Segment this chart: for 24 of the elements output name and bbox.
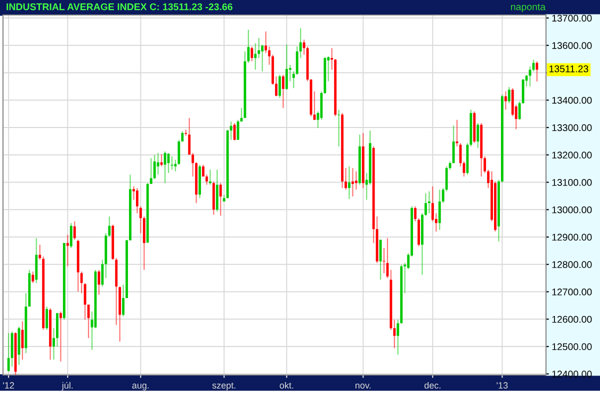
x-tick-label: aug. — [132, 384, 149, 390]
x-tick-label: szept. — [212, 382, 236, 390]
y-tick-label: 13000.00 — [552, 206, 592, 214]
y-tick-label: 13200.00 — [552, 152, 592, 159]
y-tick-label: 13600.00 — [552, 42, 592, 50]
y-tick-label: 13400.00 — [552, 96, 592, 104]
y-tick-label: 13300.00 — [552, 124, 592, 132]
y-tick-label: 12800.00 — [552, 261, 592, 268]
y-tick-label: 12500.00 — [552, 343, 592, 350]
y-tick-label: 12600.00 — [552, 316, 592, 323]
x-tick-label: dec. — [424, 382, 440, 389]
chart-title: INDUSTRIAL AVERAGE INDEX C: 13511.23 -23.66 — [6, 3, 232, 10]
x-tick-label: nov. — [356, 384, 371, 389]
x-tick-label: '12 — [3, 382, 14, 388]
text: naponta — [511, 4, 546, 12]
text: 13511.23 — [550, 65, 588, 72]
y-tick-label: 12700.00 — [552, 288, 592, 296]
y-tick-label: 13100.00 — [552, 179, 592, 186]
y-tick-label: 12400.00 — [552, 370, 592, 378]
x-tick-label: okt. — [280, 382, 294, 389]
x-tick-label: júl. — [62, 382, 73, 390]
x-tick-label: '13 — [496, 382, 508, 389]
y-tick-label: 13700.00 — [552, 14, 592, 22]
y-tick-label: 12900.00 — [552, 234, 592, 241]
